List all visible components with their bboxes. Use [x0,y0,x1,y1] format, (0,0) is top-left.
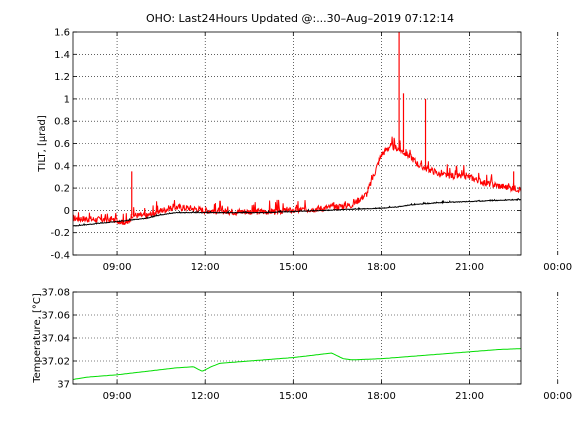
x-tick-label: 09:00 [103,391,132,402]
y-tick-label: 1.6 [54,28,70,39]
tilt-chart: 09:0012:0015:0018:0021:0000:0003:0006:00… [37,28,572,274]
x-tick-label: 09:00 [103,262,132,273]
chart-title: OHO: Last24Hours Updated @:...30–Aug–201… [146,12,454,25]
y-tick-label: 37.02 [41,357,70,368]
y-tick-label: 0.2 [54,184,70,195]
y-tick-label: 1.2 [54,72,70,83]
y-tick-label: 1.4 [54,50,70,61]
axes-frame [72,31,522,256]
y-axis-label: Temperature, [°C] [32,293,43,384]
y-tick-label: 37.04 [41,334,70,345]
x-tick-label: 18:00 [367,262,396,273]
x-tick-label: 21:00 [455,262,484,273]
series-line [73,348,521,380]
temperature-chart: 09:0012:0015:0018:0021:0000:0003:0006:00… [32,288,572,403]
y-tick-label: 37.06 [41,311,70,322]
series-line [73,198,521,227]
y-tick-label: -0.2 [50,228,70,239]
x-tick-label: 18:00 [367,391,396,402]
y-tick-label: 1 [64,94,70,105]
y-tick-label: -0.4 [50,251,70,262]
y-tick-label: 0.8 [54,117,70,128]
axes-frame [72,291,522,385]
y-tick-label: 0.4 [54,161,70,172]
x-tick-label: 12:00 [191,262,220,273]
y-tick-label: 0 [64,206,70,217]
x-tick-label: 15:00 [279,262,308,273]
y-tick-label: 0.6 [54,139,70,150]
x-tick-label: 15:00 [279,391,308,402]
y-tick-label: 37 [57,380,70,391]
y-axis-label: TILT, [µrad] [37,115,48,173]
x-tick-label: 21:00 [455,391,484,402]
plot-area [73,292,521,384]
x-tick-label: 00:00 [543,262,572,273]
y-tick-label: 37.08 [41,288,70,299]
x-tick-label: 00:00 [543,391,572,402]
plot-area [73,32,521,255]
x-tick-label: 12:00 [191,391,220,402]
